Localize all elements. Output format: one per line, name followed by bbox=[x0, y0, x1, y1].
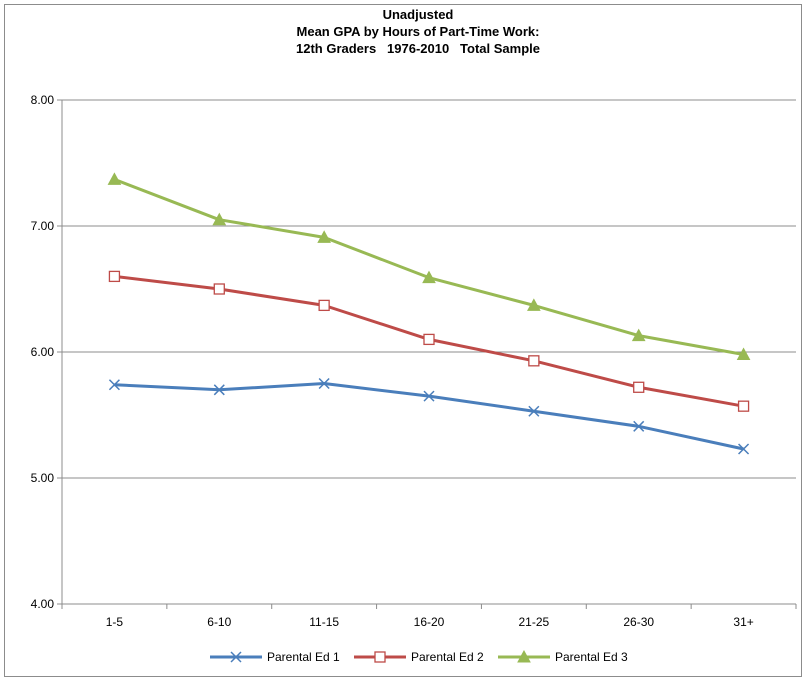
data-point bbox=[318, 377, 330, 390]
data-point bbox=[212, 212, 227, 226]
data-point bbox=[107, 172, 122, 185]
y-tick-label: 7.00 bbox=[31, 219, 55, 233]
data-point bbox=[527, 298, 541, 311]
axes bbox=[57, 99, 797, 609]
data-point bbox=[631, 328, 646, 342]
x-tick-label: 21-25 bbox=[519, 615, 550, 629]
x-tick-label: 31+ bbox=[733, 615, 753, 629]
y-tick-label: 5.00 bbox=[31, 471, 55, 485]
data-point bbox=[213, 283, 225, 295]
x-tick-label: 11-15 bbox=[309, 615, 339, 629]
legend-item: Parental Ed 2 bbox=[354, 650, 484, 664]
legend-label: Parental Ed 1 bbox=[267, 650, 340, 664]
series-line bbox=[113, 177, 744, 356]
data-point bbox=[108, 270, 121, 283]
chart-title-line-1: Unadjusted bbox=[383, 7, 454, 22]
data-point bbox=[528, 355, 540, 367]
chart-title-line-2: Mean GPA by Hours of Part-Time Work: bbox=[297, 24, 540, 39]
data-point bbox=[317, 230, 331, 243]
y-tick-labels: 4.00 5.00 6.00 7.00 8.00 bbox=[31, 93, 55, 611]
chart-title-line-3: 12th Graders 1976-2010 Total Sample bbox=[296, 41, 540, 56]
legend-marker bbox=[374, 651, 386, 663]
legend-label: Parental Ed 2 bbox=[411, 650, 484, 664]
x-tick-labels: 1-5 6-10 11-15 16-20 21-25 26-30 31+ bbox=[106, 615, 754, 629]
data-point bbox=[737, 400, 750, 412]
y-tick-label: 4.00 bbox=[31, 597, 55, 611]
data-point bbox=[213, 384, 225, 396]
series-2 bbox=[108, 270, 750, 412]
x-tick-label: 6-10 bbox=[207, 615, 231, 629]
legend: Parental Ed 1 Parental Ed 2 Parental Ed 3 bbox=[210, 649, 628, 664]
y-tick-label: 8.00 bbox=[31, 93, 55, 107]
legend-marker bbox=[517, 649, 531, 663]
series-layer bbox=[107, 172, 751, 455]
legend-item: Parental Ed 1 bbox=[210, 650, 340, 664]
x-tick-label: 16-20 bbox=[414, 615, 445, 629]
legend-label: Parental Ed 3 bbox=[555, 650, 628, 664]
data-point bbox=[633, 420, 645, 432]
gridlines bbox=[62, 99, 796, 479]
legend-marker bbox=[230, 651, 242, 663]
series-1 bbox=[108, 377, 750, 455]
series-3 bbox=[107, 172, 751, 361]
y-tick-label: 6.00 bbox=[31, 345, 55, 359]
data-point bbox=[736, 347, 751, 361]
data-point bbox=[738, 443, 750, 455]
data-point bbox=[633, 381, 645, 393]
data-point bbox=[423, 390, 435, 402]
data-point bbox=[108, 379, 120, 391]
data-point bbox=[423, 333, 435, 346]
data-point bbox=[318, 299, 330, 312]
x-tick-label: 26-30 bbox=[623, 615, 654, 629]
data-point bbox=[528, 405, 540, 417]
chart-title: Unadjusted Mean GPA by Hours of Part-Tim… bbox=[296, 7, 540, 56]
x-tick-label: 1-5 bbox=[106, 615, 124, 629]
series-line bbox=[114, 382, 744, 451]
data-point bbox=[422, 270, 436, 284]
legend-item: Parental Ed 3 bbox=[498, 649, 628, 664]
